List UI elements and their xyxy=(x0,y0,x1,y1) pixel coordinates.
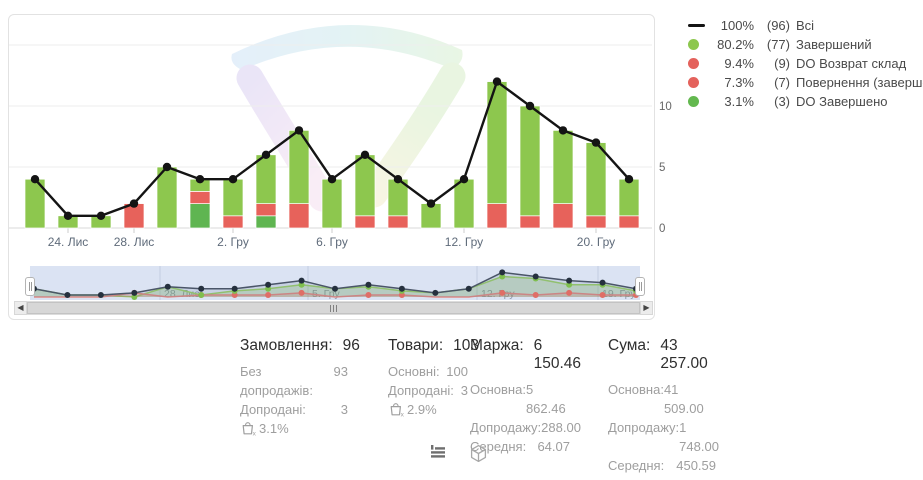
stat-row: Допродажу: 288.00 xyxy=(470,418,581,437)
legend-percent: 3.1% xyxy=(724,94,754,109)
legend-label: Повернення (завершений) xyxy=(796,75,923,90)
stat-column-sum: Сума: 43 257.00 Основна: 41 509.00 Допродажу… xyxy=(608,337,719,475)
y-axis-label: 10 xyxy=(659,101,672,113)
legend-label: DO Завершено xyxy=(796,94,888,109)
stat-row-label: Допродані: xyxy=(240,402,306,417)
legend-label: DO Возврат склад xyxy=(796,56,907,71)
legend-item-2[interactable]: 9.4% (9) DO Возврат склад xyxy=(688,54,923,73)
stat-column-margin: Маржа: 6 150.46 Основна: 5 862.46 Допродажу:… xyxy=(470,337,581,456)
stat-row-value: 93 xyxy=(333,364,348,379)
scroll-right-button[interactable]: ▶ xyxy=(640,301,653,315)
stat-row-value: 288.00 xyxy=(541,420,581,435)
stat-row-label: Допродажу: xyxy=(608,420,680,435)
scrollbar-thumb[interactable] xyxy=(27,302,640,314)
stat-row-label: Без допродажів: xyxy=(240,364,313,398)
navigator-left-handle[interactable] xyxy=(25,277,35,296)
y-axis-label: 5 xyxy=(659,162,665,174)
stat-title: Маржа: xyxy=(470,337,524,354)
legend-dot-marker xyxy=(688,77,710,88)
legend-dot-marker xyxy=(688,39,710,50)
stat-row-label: Середня: xyxy=(608,458,665,473)
legend-dot-marker xyxy=(688,58,710,69)
stat-row-value: 100 xyxy=(446,364,468,379)
svg-text:x: x xyxy=(401,411,404,417)
scroll-left-button[interactable]: ◀ xyxy=(14,301,27,315)
stat-column-goods: Товари: 103 Основні: 100 Допродані: 3 x 2.9% xyxy=(388,337,479,419)
stat-title: Замовлення: xyxy=(240,337,333,354)
chart-legend: 100% (96) Всі 80.2% (77) Завершений 9.4% (9) DO … xyxy=(688,16,923,111)
stat-row-label: Допродажу: xyxy=(470,420,542,435)
stat-row-value: 5 862.46 xyxy=(525,382,566,416)
upsell-rate: x 2.9% xyxy=(388,400,468,419)
stat-row-value: 3 xyxy=(340,402,348,417)
orders-list-button[interactable] xyxy=(425,441,451,467)
legend-label: Всі xyxy=(796,18,815,33)
stat-row: Основні: 100 xyxy=(388,362,468,381)
basket-icon: x xyxy=(242,422,256,436)
stat-row-value: 64.07 xyxy=(537,439,570,454)
legend-count: (9) xyxy=(774,56,790,71)
y-axis-label: 0 xyxy=(659,223,665,235)
package-cube-icon xyxy=(470,444,486,463)
legend-percent: 80.2% xyxy=(717,37,754,52)
stat-row-value: 3 xyxy=(460,383,468,398)
stat-value: 43 257.00 xyxy=(660,337,708,372)
basket-icon: x xyxy=(390,403,404,417)
stat-row-label: Допродані: xyxy=(388,383,454,398)
legend-count: (3) xyxy=(774,94,790,109)
stat-row-value: 450.59 xyxy=(676,458,716,473)
stat-row-value: 1 748.00 xyxy=(679,420,719,454)
svg-text:x: x xyxy=(253,430,256,436)
stat-title: Товари: xyxy=(388,337,444,354)
legend-line-marker xyxy=(688,24,710,27)
chart-panel xyxy=(8,14,655,320)
stat-row: Допродані: 3 xyxy=(240,400,348,419)
legend-count: (7) xyxy=(774,75,790,90)
upsell-rate: x 3.1% xyxy=(240,419,348,438)
legend-item-4[interactable]: 3.1% (3) DO Завершено xyxy=(688,92,923,111)
stat-row: Допродані: 3 xyxy=(388,381,468,400)
stat-row: Допродажу: 1 748.00 xyxy=(608,418,719,456)
legend-dot-marker xyxy=(688,96,710,107)
stat-row-value: 41 509.00 xyxy=(663,382,704,416)
stat-column-orders: Замовлення: 96 Без допродажів: 93 Допродані:… xyxy=(240,337,360,438)
upsell-rate-value: 3.1% xyxy=(259,421,289,436)
stat-row-label: Основні: xyxy=(388,364,440,379)
legend-count: (96) xyxy=(766,18,790,33)
stat-value: 6 150.46 xyxy=(533,337,582,372)
navigator-scrollbar: ◀ ▶ xyxy=(14,301,653,315)
legend-item-0[interactable]: 100% (96) Всі xyxy=(688,16,923,35)
stats-summary: Замовлення: 96 Без допродажів: 93 Допродані:… xyxy=(0,337,923,473)
stat-row: Середня: 450.59 xyxy=(608,456,716,475)
legend-percent: 7.3% xyxy=(724,75,754,90)
list-icon xyxy=(431,445,445,458)
upsell-rate-value: 2.9% xyxy=(407,402,437,417)
legend-item-1[interactable]: 80.2% (77) Завершений xyxy=(688,35,923,54)
bottom-toolbar xyxy=(425,441,491,467)
stat-title: Сума: xyxy=(608,337,651,354)
stat-row-label: Основна: xyxy=(470,382,526,397)
stat-value: 96 xyxy=(342,337,360,354)
navigator-right-handle[interactable] xyxy=(635,277,645,296)
stat-value: 103 xyxy=(453,337,480,354)
stat-row: Без допродажів: 93 xyxy=(240,362,348,400)
legend-percent: 100% xyxy=(720,18,754,33)
legend-label: Завершений xyxy=(796,37,872,52)
stat-row-label: Основна: xyxy=(608,382,664,397)
legend-percent: 9.4% xyxy=(724,56,754,71)
products-button[interactable] xyxy=(465,441,491,467)
legend-count: (77) xyxy=(766,37,790,52)
stat-row: Основна: 5 862.46 xyxy=(470,380,570,418)
legend-item-3[interactable]: 7.3% (7) Повернення (завершений) xyxy=(688,73,923,92)
scrollbar-track[interactable] xyxy=(27,301,640,315)
stat-row: Основна: 41 509.00 xyxy=(608,380,716,418)
